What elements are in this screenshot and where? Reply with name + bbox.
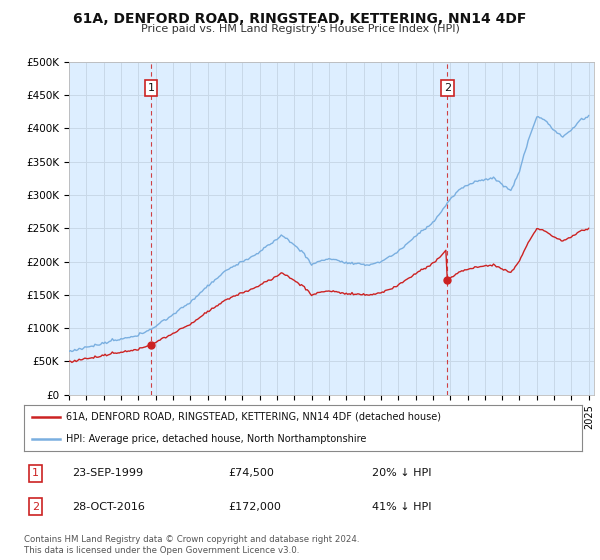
Text: 23-SEP-1999: 23-SEP-1999: [72, 468, 143, 478]
Text: 1: 1: [32, 468, 39, 478]
Text: £172,000: £172,000: [228, 502, 281, 512]
Text: 61A, DENFORD ROAD, RINGSTEAD, KETTERING, NN14 4DF (detached house): 61A, DENFORD ROAD, RINGSTEAD, KETTERING,…: [66, 412, 441, 422]
Text: 28-OCT-2016: 28-OCT-2016: [72, 502, 145, 512]
Text: 2: 2: [32, 502, 39, 512]
Text: 20% ↓ HPI: 20% ↓ HPI: [372, 468, 431, 478]
Text: Price paid vs. HM Land Registry's House Price Index (HPI): Price paid vs. HM Land Registry's House …: [140, 24, 460, 34]
Text: HPI: Average price, detached house, North Northamptonshire: HPI: Average price, detached house, Nort…: [66, 434, 366, 444]
Text: £74,500: £74,500: [228, 468, 274, 478]
Text: 41% ↓ HPI: 41% ↓ HPI: [372, 502, 431, 512]
Text: Contains HM Land Registry data © Crown copyright and database right 2024.: Contains HM Land Registry data © Crown c…: [24, 535, 359, 544]
Text: 61A, DENFORD ROAD, RINGSTEAD, KETTERING, NN14 4DF: 61A, DENFORD ROAD, RINGSTEAD, KETTERING,…: [73, 12, 527, 26]
Text: This data is licensed under the Open Government Licence v3.0.: This data is licensed under the Open Gov…: [24, 546, 299, 555]
Text: 2: 2: [443, 83, 451, 94]
Text: 1: 1: [148, 83, 154, 94]
